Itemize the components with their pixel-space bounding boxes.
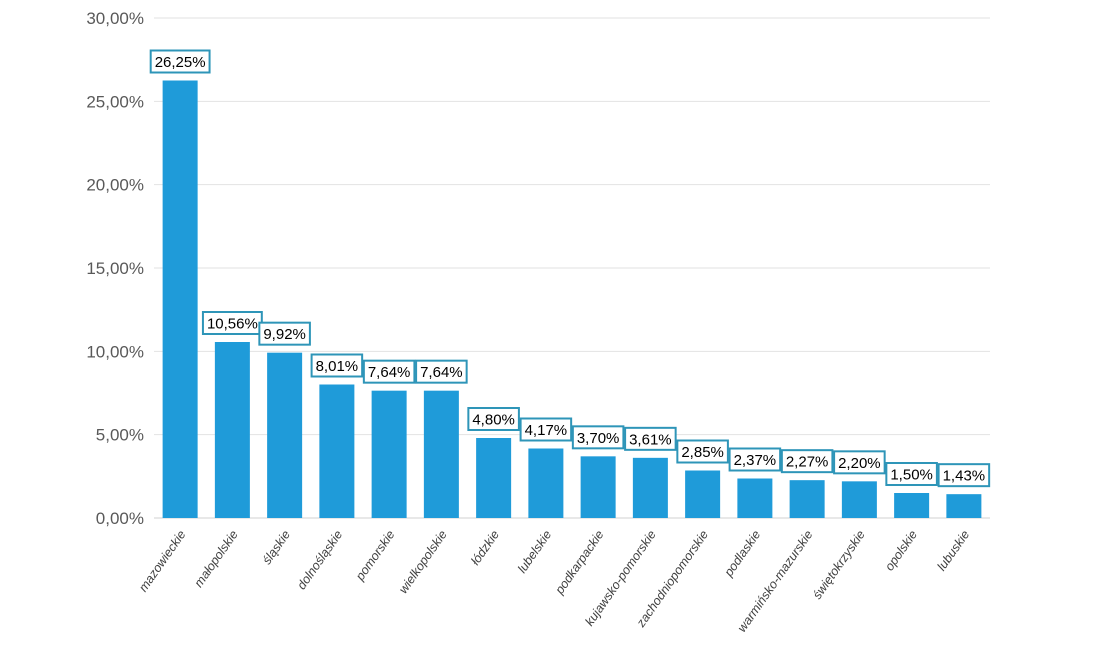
data-label-box [885, 462, 938, 486]
data-labels: 26,25% 10,56% 9,92% 8,01% 7,64% 7,64% 4,80% 4,1… [149, 49, 991, 488]
bar [946, 494, 982, 518]
x-tick-label: dolnośląskie [294, 528, 345, 592]
data-label: 8,01% [316, 358, 359, 375]
bar [162, 80, 198, 518]
y-tick-label: 30,00% [86, 9, 144, 28]
x-tick-label: łódzkie [468, 528, 502, 568]
data-label: 4,80% [472, 412, 515, 429]
data-label-box [415, 359, 468, 384]
x-tick-label: pomorskie [352, 528, 397, 584]
data-label-box [149, 49, 211, 74]
data-label: 2,27% [786, 454, 829, 471]
bar [894, 493, 930, 518]
x-axis: mazowieckie małopolskie śląskie dolnośląski… [136, 528, 972, 635]
x-tick-label: lubuskie [935, 528, 973, 574]
bar [737, 478, 773, 518]
y-tick-label: 5,00% [96, 426, 144, 445]
bar [319, 384, 355, 518]
bars [162, 80, 982, 518]
data-label: 3,61% [629, 431, 672, 448]
data-label: 2,85% [681, 444, 724, 461]
x-tick-label: małopolskie [191, 528, 240, 590]
y-tick-label: 25,00% [86, 92, 144, 111]
data-label-box [519, 417, 573, 442]
bar [580, 456, 616, 518]
data-label-box [258, 321, 311, 346]
bar [632, 457, 668, 518]
y-tick-label: 15,00% [86, 259, 144, 278]
x-tick-label: mazowieckie [136, 528, 189, 595]
y-tick-label: 0,00% [96, 509, 144, 528]
data-label-box [362, 359, 416, 384]
y-tick-label: 20,00% [86, 176, 144, 195]
data-label-box [833, 450, 886, 475]
x-tick-label: lubelskie [515, 528, 554, 576]
bar [476, 438, 512, 518]
y-tick-label: 10,00% [86, 342, 144, 361]
data-label: 26,25% [155, 54, 206, 71]
data-label-box [780, 449, 834, 474]
bar [685, 470, 721, 518]
data-label: 7,64% [368, 364, 411, 381]
x-tick-label: podkarpackie [552, 528, 607, 598]
data-label-box [310, 353, 364, 378]
x-tick-label: podlaskie [721, 528, 763, 580]
y-axis: 0,00% 5,00% 10,00% 15,00% 20,00% 25,00% 30,00% [86, 9, 144, 528]
x-tick-label: opolskie [882, 528, 920, 574]
bar [214, 342, 250, 518]
bar [528, 448, 564, 518]
data-label: 2,37% [734, 452, 777, 469]
bar [789, 480, 825, 518]
data-label: 3,70% [577, 430, 620, 447]
data-label-box [624, 426, 677, 451]
data-label-box [467, 407, 520, 431]
bar [841, 481, 877, 518]
bar [267, 352, 303, 518]
data-label: 7,64% [420, 364, 463, 381]
bar [423, 390, 459, 518]
data-label-box [937, 463, 991, 488]
x-tick-label: wielkopolskie [396, 528, 450, 596]
data-label: 1,43% [943, 468, 986, 485]
data-label: 4,17% [525, 422, 568, 439]
data-label-box [676, 439, 729, 464]
bar [371, 390, 407, 518]
data-label: 9,92% [263, 326, 306, 343]
data-label: 10,56% [207, 316, 258, 333]
data-label-box [571, 425, 625, 450]
x-tick-label: śląskie [260, 528, 293, 567]
data-label: 1,50% [890, 467, 933, 484]
data-label: 2,20% [838, 455, 881, 472]
data-label-box [728, 447, 782, 472]
x-tick-label: świętokrzyskie [810, 528, 868, 602]
